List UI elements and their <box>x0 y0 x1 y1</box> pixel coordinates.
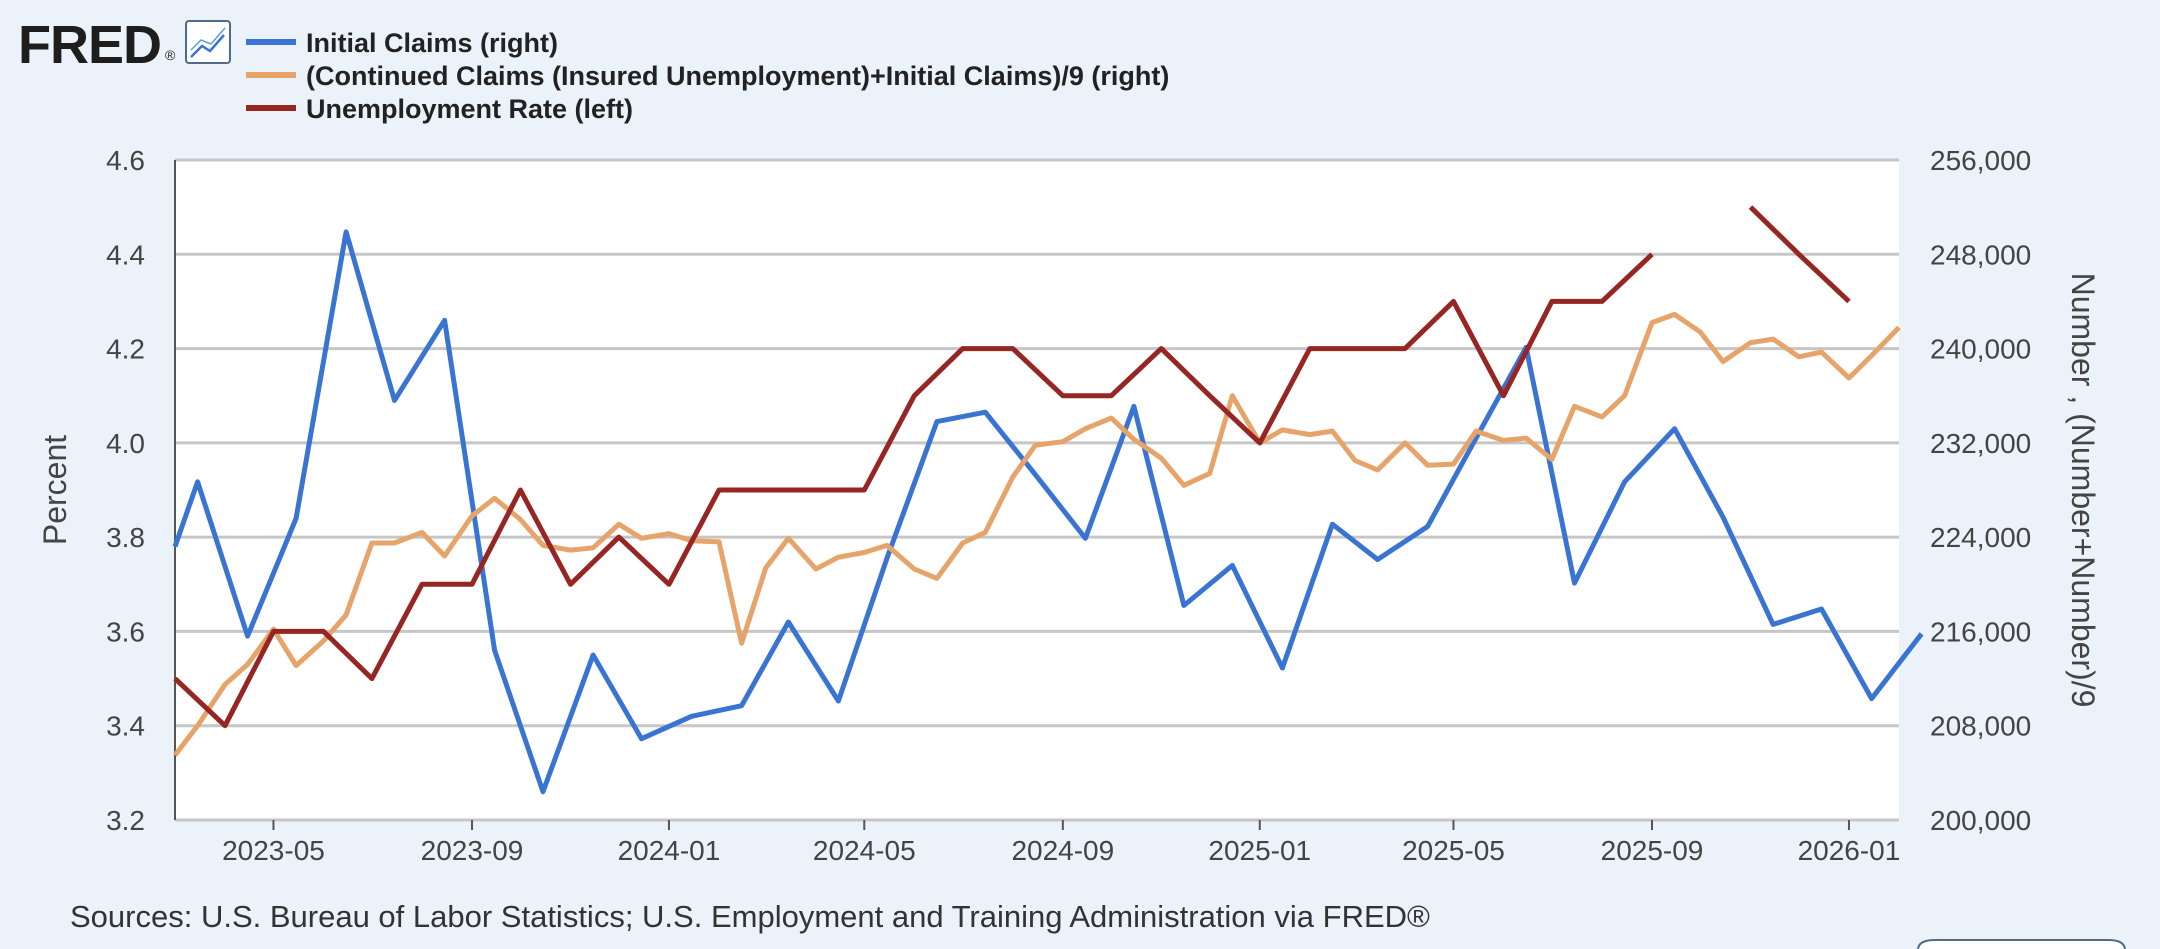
series-layer <box>172 205 1924 795</box>
left-tick-label: 3.4 <box>106 711 145 742</box>
legend: Initial Claims (right)(Continued Claims … <box>246 28 1169 124</box>
left-tick-label: 3.8 <box>106 522 145 553</box>
x-tick-label: 2024-09 <box>1011 835 1114 866</box>
chart-graph-icon <box>185 20 231 64</box>
right-tick-label: 256,000 <box>1930 145 2031 176</box>
x-tick-label: 2025-09 <box>1601 835 1704 866</box>
x-tick-label: 2025-05 <box>1402 835 1505 866</box>
fred-logo-text: FRED <box>18 15 161 75</box>
fred-logo[interactable]: FRED ® <box>18 15 231 75</box>
left-tick-label: 3.6 <box>106 616 145 647</box>
right-tick-label: 240,000 <box>1930 334 2031 365</box>
left-axis-title: Percent <box>37 435 73 545</box>
legend-label: Unemployment Rate (left) <box>306 94 633 124</box>
fred-logo-reg: ® <box>165 47 176 63</box>
x-tick-label: 2023-05 <box>222 835 325 866</box>
x-tick-label: 2024-01 <box>618 835 721 866</box>
right-axis-title: Number , (Number+Number)/9 <box>2065 273 2101 708</box>
right-tick-label: 216,000 <box>1930 616 2031 647</box>
right-tick-label: 248,000 <box>1930 239 2031 270</box>
source-note: Sources: U.S. Bureau of Labor Statistics… <box>70 899 1430 934</box>
series-line-3 <box>1748 205 1851 304</box>
corner-button[interactable] <box>1917 939 2126 949</box>
left-tick-label: 3.2 <box>106 805 145 836</box>
left-tick-label: 4.0 <box>106 428 145 459</box>
series-line-1 <box>172 229 1924 795</box>
left-tick-label: 4.4 <box>106 239 145 270</box>
x-tick-label: 2025-01 <box>1208 835 1311 866</box>
x-tick-label: 2023-09 <box>421 835 524 866</box>
right-tick-label: 208,000 <box>1930 711 2031 742</box>
plot-area <box>175 160 1899 820</box>
right-axis-ticks: 200,000 208,000 216,000 224,000 232,000 240,0… <box>1930 145 2031 836</box>
right-tick-label: 224,000 <box>1930 522 2031 553</box>
left-tick-label: 4.6 <box>106 145 145 176</box>
x-tick-label: 2024-05 <box>813 835 916 866</box>
legend-label: (Continued Claims (Insured Unemployment)… <box>306 61 1169 91</box>
x-axis-ticks: 2023-05 2023-09 2024-01 2024-05 2024-09 2025-… <box>222 820 1900 866</box>
legend-label: Initial Claims (right) <box>306 28 558 58</box>
right-tick-label: 232,000 <box>1930 428 2031 459</box>
x-tick-label: 2026-01 <box>1798 835 1901 866</box>
right-tick-label: 200,000 <box>1930 805 2031 836</box>
left-axis-ticks: 3.2 3.4 3.6 3.8 4.0 4.2 4.4 4.6 <box>106 145 145 836</box>
series-line-3 <box>173 252 1654 729</box>
left-tick-label: 4.2 <box>106 334 145 365</box>
series-line-2 <box>173 311 1901 757</box>
